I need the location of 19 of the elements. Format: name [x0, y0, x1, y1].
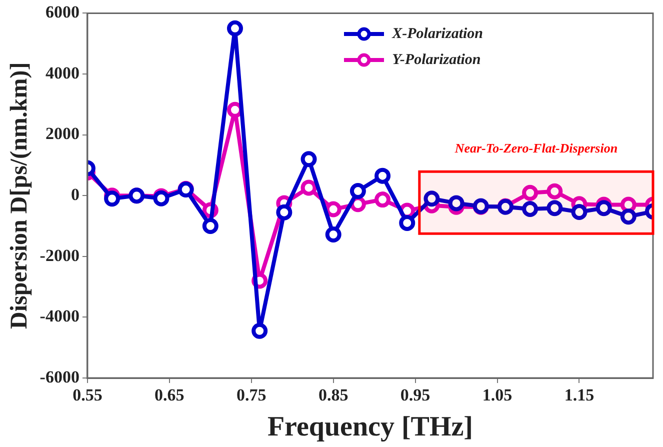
band-label: Near-To-Zero-Flat-Dispersion — [454, 140, 618, 156]
legend-label: X-Polarization — [392, 25, 483, 44]
x-tick-label: 0.65 — [154, 386, 184, 405]
x-tick-label: 0.55 — [72, 386, 102, 405]
x-tick-label: 1.05 — [482, 386, 512, 405]
legend-label: Y-Polarization — [392, 51, 481, 70]
y-tick-label: 2000 — [45, 124, 80, 144]
y-tick-label: 6000 — [45, 2, 80, 22]
y-tick-label: 4000 — [45, 63, 80, 82]
x-tick-label: 0.95 — [400, 386, 430, 405]
y-tick-label: -4000 — [40, 306, 80, 326]
y-tick-label: -2000 — [40, 246, 80, 265]
y-tick-label: -6000 — [40, 367, 80, 386]
x-tick-label: 1.15 — [564, 386, 594, 405]
x-tick-label: 0.75 — [236, 386, 266, 405]
x-axis-title: Frequency [THz] — [267, 411, 474, 442]
y-axis-title: Dispersion D[ps/(nm.km)] — [6, 62, 33, 329]
y-tick-label: 0 — [70, 184, 80, 204]
x-tick-label: 0.85 — [318, 386, 348, 405]
